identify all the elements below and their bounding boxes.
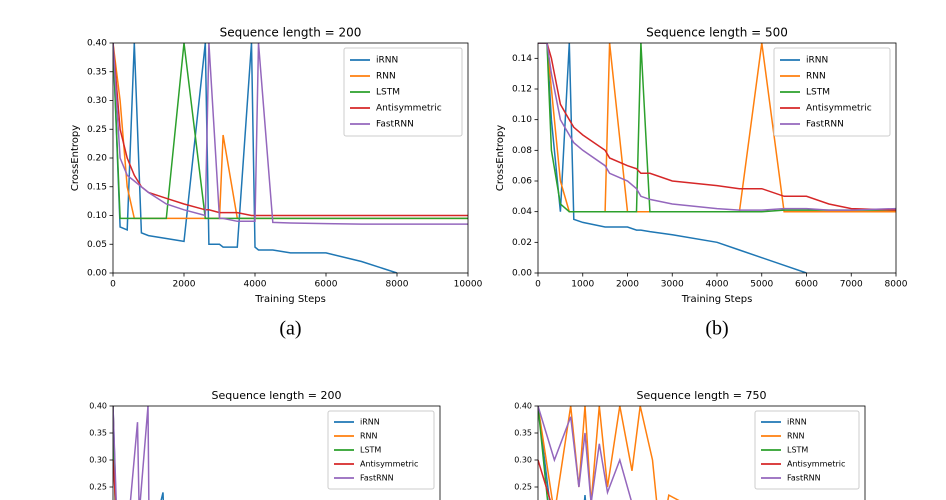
legend-label: RNN xyxy=(787,432,805,441)
chart-title: Sequence length = 200 xyxy=(211,389,341,402)
plot-lines xyxy=(113,406,165,500)
y-tick-label: 0.06 xyxy=(512,177,532,187)
legend-label: iRNN xyxy=(806,56,828,66)
legend-frame xyxy=(327,410,435,490)
series-line xyxy=(113,43,398,273)
series-line xyxy=(538,406,680,500)
caption: (b) xyxy=(705,318,728,340)
y-axis-label: CrossEntropy xyxy=(70,125,81,191)
x-tick-label: 8000 xyxy=(386,280,409,290)
y-tick-label: 0.05 xyxy=(87,240,107,250)
legend-label: RNN xyxy=(376,72,396,82)
plot-lines xyxy=(538,406,680,500)
x-tick-label: 4000 xyxy=(706,280,729,290)
series-line xyxy=(538,43,896,213)
legend-label: LSTM xyxy=(360,446,381,455)
series-line xyxy=(113,406,150,500)
legend: iRNN RNN LSTM Antisymmetric FastRNN xyxy=(754,410,860,490)
x-tick-label: 3000 xyxy=(661,280,684,290)
y-tick-label: 0.30 xyxy=(514,456,532,465)
y-tick-label: 0.30 xyxy=(87,96,107,106)
y-tick-label: 0.40 xyxy=(87,39,107,49)
chart-title: Sequence length = 200 xyxy=(220,26,362,40)
chart-title: Sequence length = 500 xyxy=(646,26,788,40)
legend-label: LSTM xyxy=(806,88,830,98)
legend-frame xyxy=(343,47,463,137)
series-line xyxy=(538,43,896,213)
series-line xyxy=(538,43,807,273)
legend-label: Antisymmetric xyxy=(376,104,442,114)
y-tick-label: 0.25 xyxy=(89,483,107,492)
plot-lines xyxy=(113,43,468,273)
y-tick-label: 0.35 xyxy=(514,429,532,438)
legend-label: Antisymmetric xyxy=(360,460,418,469)
legend-label: RNN xyxy=(806,72,826,82)
y-tick-label: 0.00 xyxy=(512,269,532,279)
y-tick-label: 0.10 xyxy=(87,211,107,221)
y-tick-label: 0.14 xyxy=(512,54,532,64)
y-tick-label: 0.20 xyxy=(87,154,107,164)
y-tick-label: 0.00 xyxy=(87,269,107,279)
x-tick-label: 10000 xyxy=(454,280,483,290)
legend: iRNN RNN LSTM Antisymmetric FastRNN xyxy=(327,410,435,490)
axes-frame xyxy=(537,405,866,500)
x-tick-label: 7000 xyxy=(840,280,863,290)
legend-label: RNN xyxy=(360,432,378,441)
y-tick-label: 0.15 xyxy=(87,182,107,192)
legend-label: FastRNN xyxy=(360,474,394,483)
series-line xyxy=(113,43,468,217)
legend-label: FastRNN xyxy=(806,120,844,130)
y-tick-label: 0.25 xyxy=(87,125,107,135)
series-line xyxy=(538,43,896,211)
y-tick-label: 0.40 xyxy=(514,402,532,411)
y-tick-label: 0.08 xyxy=(512,146,532,156)
legend: iRNN RNN LSTM Antisymmetric FastRNN xyxy=(343,47,463,137)
series-line xyxy=(538,43,896,211)
legend-frame xyxy=(773,47,891,137)
legend-frame xyxy=(754,410,860,490)
x-tick-label: 8000 xyxy=(885,280,908,290)
x-axis-label: Training Steps xyxy=(681,294,753,305)
series-line xyxy=(538,406,632,500)
y-tick-label: 0.12 xyxy=(512,85,532,95)
legend-label: LSTM xyxy=(787,446,808,455)
legend-label: Antisymmetric xyxy=(787,460,845,469)
legend-label: LSTM xyxy=(376,88,400,98)
x-tick-label: 6000 xyxy=(795,280,818,290)
y-tick-label: 0.35 xyxy=(89,429,107,438)
y-tick-label: 0.04 xyxy=(512,207,532,217)
caption: (a) xyxy=(279,318,301,340)
plot-lines xyxy=(538,43,896,273)
y-tick-label: 0.35 xyxy=(87,67,107,77)
legend: iRNN RNN LSTM Antisymmetric FastRNN xyxy=(773,47,891,137)
legend-label: iRNN xyxy=(376,56,398,66)
y-tick-label: 0.30 xyxy=(89,456,107,465)
axes-frame xyxy=(112,405,441,500)
x-tick-label: 6000 xyxy=(315,280,338,290)
y-tick-label: 0.25 xyxy=(514,483,532,492)
x-tick-label: 2000 xyxy=(616,280,639,290)
legend-label: Antisymmetric xyxy=(806,104,872,114)
legend-label: FastRNN xyxy=(376,120,414,130)
y-tick-label: 0.10 xyxy=(512,115,532,125)
legend-label: iRNN xyxy=(787,418,807,427)
y-tick-label: 0.02 xyxy=(512,238,532,248)
x-tick-label: 4000 xyxy=(244,280,267,290)
x-tick-label: 5000 xyxy=(750,280,773,290)
legend-label: FastRNN xyxy=(787,474,821,483)
x-tick-label: 0 xyxy=(535,280,541,290)
y-axis-label: CrossEntropy xyxy=(495,125,506,191)
x-tick-label: 0 xyxy=(110,280,116,290)
legend-label: iRNN xyxy=(360,418,380,427)
x-tick-label: 2000 xyxy=(173,280,196,290)
x-axis-label: Training Steps xyxy=(254,294,326,305)
chart-title: Sequence length = 750 xyxy=(636,389,766,402)
series-line xyxy=(113,43,468,225)
y-tick-label: 0.40 xyxy=(89,402,107,411)
x-tick-label: 1000 xyxy=(571,280,594,290)
